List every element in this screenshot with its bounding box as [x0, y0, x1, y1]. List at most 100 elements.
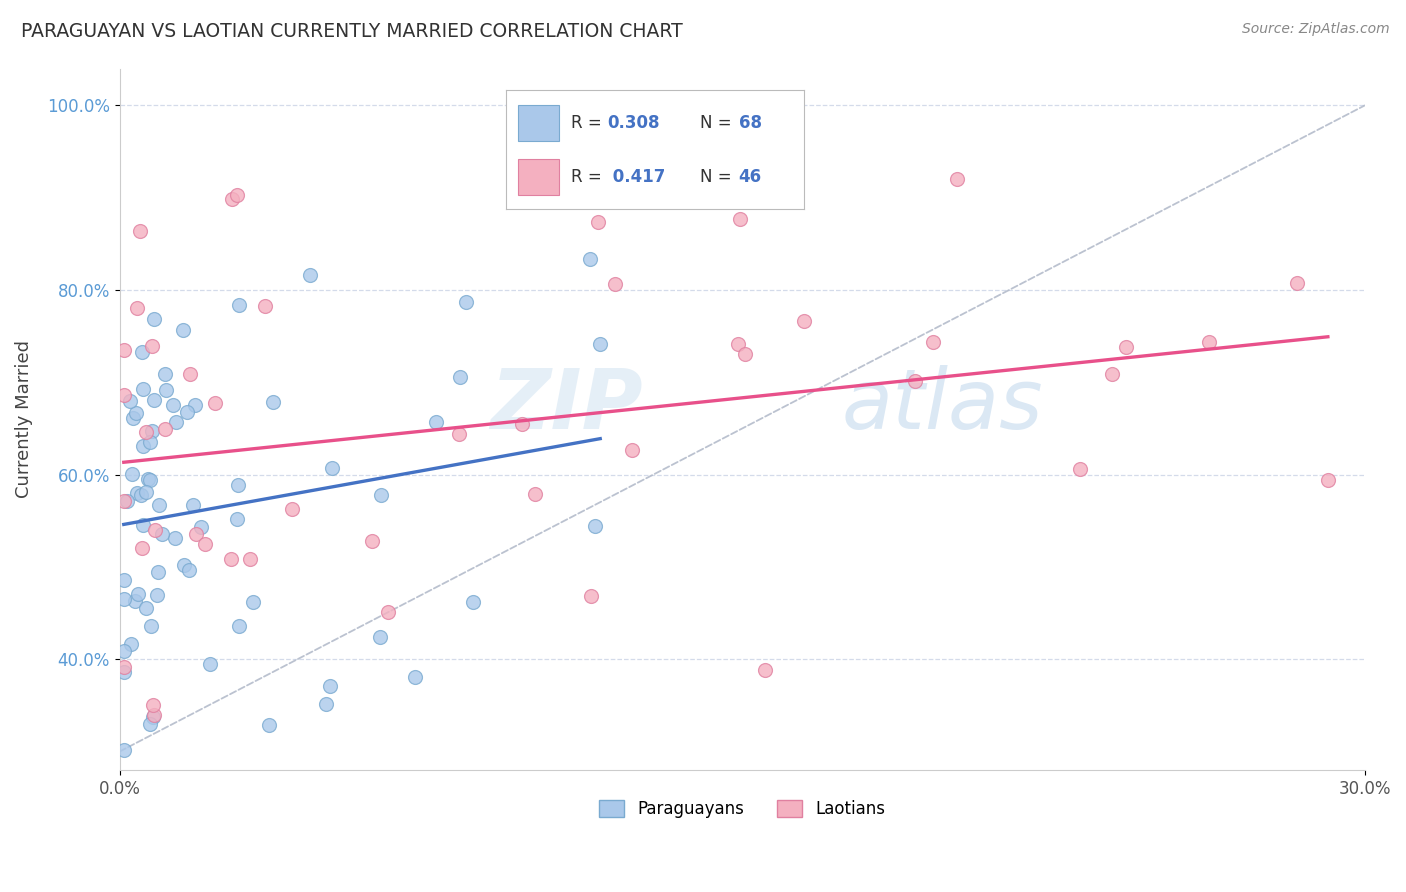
Point [734, 346, 756, 360]
Point [138, 473, 160, 487]
Point [1286, 276, 1309, 290]
Point [793, 314, 815, 328]
Point [143, 312, 166, 326]
Y-axis label: Currently Married: Currently Married [15, 340, 32, 499]
Point [131, 541, 153, 555]
Point [221, 192, 243, 206]
Point [449, 369, 471, 384]
Point [124, 594, 146, 608]
Point [141, 424, 163, 438]
Point [315, 697, 337, 711]
Point [754, 663, 776, 677]
Point [131, 517, 153, 532]
Point [121, 410, 143, 425]
Point [257, 717, 280, 731]
Point [377, 606, 399, 620]
Point [184, 398, 207, 412]
Point [523, 487, 546, 501]
Point [589, 337, 612, 351]
Point [181, 498, 204, 512]
Point [946, 172, 969, 186]
Point [150, 526, 173, 541]
Point [186, 527, 208, 541]
Point [138, 434, 160, 449]
Legend: Paraguayans, Laotians: Paraguayans, Laotians [592, 793, 893, 825]
Point [226, 187, 249, 202]
Point [135, 484, 157, 499]
Point [922, 334, 945, 349]
Point [238, 551, 260, 566]
Point [112, 573, 135, 587]
Point [112, 592, 135, 607]
Point [112, 660, 135, 674]
Point [135, 425, 157, 440]
Point [225, 512, 247, 526]
Point [194, 537, 217, 551]
Point [298, 268, 321, 282]
Point [425, 416, 447, 430]
Point [138, 472, 160, 486]
Point [603, 277, 626, 291]
Point [904, 374, 927, 388]
Point [404, 670, 426, 684]
Point [135, 601, 157, 615]
Point [112, 665, 135, 680]
Point [112, 644, 135, 658]
Point [127, 587, 149, 601]
Point [727, 337, 749, 351]
Point [129, 488, 152, 502]
Point [586, 214, 609, 228]
Point [143, 392, 166, 407]
Point [319, 679, 342, 693]
Point [228, 298, 250, 312]
Point [118, 393, 141, 408]
Point [512, 417, 534, 431]
Point [579, 252, 602, 266]
Point [115, 493, 138, 508]
Text: PARAGUAYAN VS LAOTIAN CURRENTLY MARRIED CORRELATION CHART: PARAGUAYAN VS LAOTIAN CURRENTLY MARRIED … [21, 22, 683, 41]
Point [1101, 367, 1123, 381]
Point [262, 394, 284, 409]
Point [139, 717, 162, 731]
Point [368, 630, 391, 644]
Point [163, 531, 186, 545]
Point [219, 552, 242, 566]
Point [112, 343, 135, 357]
Text: ZIP: ZIP [489, 365, 643, 446]
Point [125, 486, 148, 500]
Point [579, 590, 602, 604]
Point [1115, 340, 1137, 354]
Point [132, 439, 155, 453]
Point [172, 323, 194, 337]
Text: Source: ZipAtlas.com: Source: ZipAtlas.com [1241, 22, 1389, 37]
Point [139, 619, 162, 633]
Point [125, 406, 148, 420]
Point [155, 367, 177, 381]
Point [153, 422, 176, 436]
Point [360, 534, 382, 549]
Point [200, 657, 222, 671]
Point [142, 698, 165, 712]
Point [125, 301, 148, 316]
Text: atlas: atlas [842, 365, 1043, 446]
Point [145, 587, 167, 601]
Point [370, 488, 392, 502]
Point [585, 519, 607, 533]
Point [461, 594, 484, 608]
Point [728, 211, 751, 226]
Point [242, 595, 264, 609]
Point [120, 637, 142, 651]
Point [165, 415, 187, 429]
Point [204, 396, 226, 410]
Point [146, 565, 169, 579]
Point [143, 708, 166, 723]
Point [132, 382, 155, 396]
Point [141, 339, 163, 353]
Point [1069, 462, 1091, 476]
Point [173, 558, 195, 572]
Point [1316, 473, 1339, 487]
Point [620, 443, 643, 458]
Point [128, 224, 150, 238]
Point [155, 383, 177, 397]
Point [143, 523, 166, 537]
